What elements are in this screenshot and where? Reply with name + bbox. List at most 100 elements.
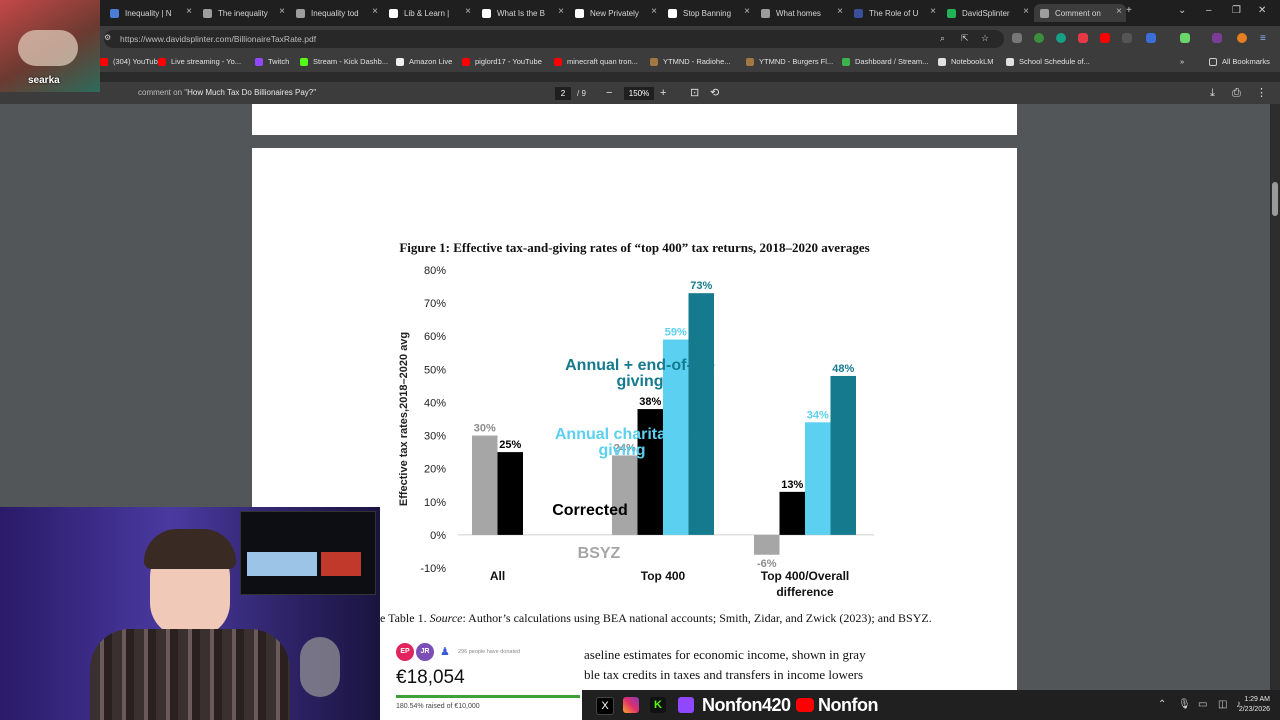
- source-text: : Author’s calculations using BEA nation…: [462, 611, 932, 625]
- bookmark-item[interactable]: Twitch: [255, 57, 289, 66]
- donor-count: 296 people have donated: [458, 649, 521, 655]
- bookmark-item[interactable]: School Schedule of...: [1006, 57, 1090, 66]
- close-tab-icon[interactable]: ×: [651, 6, 657, 17]
- close-tab-icon[interactable]: ×: [930, 6, 936, 17]
- series-label: giving: [616, 373, 663, 390]
- browser-tab[interactable]: The inequality ×: [197, 4, 289, 22]
- print-icon[interactable]: ⎙: [1232, 87, 1241, 99]
- close-tab-icon[interactable]: ×: [279, 6, 285, 17]
- bookmark-item[interactable]: NotebookLM: [938, 57, 994, 66]
- extensions-puzzle-icon[interactable]: [1146, 33, 1156, 43]
- close-tab-icon[interactable]: ×: [744, 6, 750, 17]
- close-tab-icon[interactable]: ×: [186, 6, 192, 17]
- y-tick-label: 50%: [424, 364, 446, 376]
- bookmark-item[interactable]: YTMND - Radiohe...: [650, 57, 731, 66]
- browser-tab[interactable]: The Role of U ×: [848, 4, 940, 22]
- bar: [830, 375, 856, 535]
- kick-icon[interactable]: K: [650, 697, 666, 713]
- avatar-figure: [18, 30, 78, 66]
- extension-icon[interactable]: [1122, 33, 1132, 43]
- page-number-input[interactable]: 2: [555, 87, 571, 100]
- rotate-icon[interactable]: ⟲: [710, 87, 720, 99]
- tab-search-button[interactable]: ⌄: [1178, 5, 1187, 16]
- maximize-button[interactable]: ❐: [1232, 5, 1241, 16]
- fit-page-icon[interactable]: ⊡: [690, 87, 700, 99]
- bookmark-label: NotebookLM: [951, 57, 994, 66]
- bookmark-label: piglord17 - YouTube: [475, 57, 542, 66]
- extension-icon[interactable]: [1034, 33, 1044, 43]
- x-icon[interactable]: X: [596, 697, 614, 715]
- labs-flask-icon[interactable]: [1180, 33, 1190, 43]
- previous-page: [252, 104, 1017, 135]
- close-tab-icon[interactable]: ×: [465, 6, 471, 17]
- scrollbar-thumb[interactable]: [1272, 182, 1278, 216]
- download-icon[interactable]: ⤓: [1210, 87, 1215, 99]
- zoom-in-button[interactable]: +: [660, 87, 667, 99]
- browser-tab[interactable]: New Privately ×: [569, 4, 661, 22]
- new-tab-button[interactable]: +: [1126, 5, 1132, 16]
- browser-tab[interactable]: What homes ×: [755, 4, 847, 22]
- browser-tab[interactable]: Inequality tod ×: [290, 4, 382, 22]
- bar: [612, 455, 638, 535]
- microphone-icon[interactable]: 🎙: [1178, 699, 1191, 710]
- more-options-icon[interactable]: ⋮: [1256, 87, 1267, 99]
- instagram-icon[interactable]: [623, 697, 639, 713]
- bookmark-item[interactable]: Stream - Kick Dashb...: [300, 57, 388, 66]
- browser-tab[interactable]: Stop Banning ×: [662, 4, 754, 22]
- browser-tab[interactable]: Lib & Learn | ×: [383, 4, 475, 22]
- url-input[interactable]: https://www.davidsplinter.com/Billionair…: [104, 30, 1004, 48]
- data-label: 34%: [807, 409, 829, 421]
- bookmark-item[interactable]: piglord17 - YouTube: [462, 57, 542, 66]
- profile-avatar[interactable]: [1237, 33, 1247, 43]
- network-icon[interactable]: ◫: [1218, 699, 1228, 710]
- background-figure: [300, 637, 340, 697]
- extension-icon[interactable]: [1212, 33, 1222, 43]
- extension-icon[interactable]: [1012, 33, 1022, 43]
- figure-title: Figure 1: Effective tax-and-giving rates…: [399, 240, 870, 255]
- pdf-scrollbar[interactable]: [1270, 104, 1280, 720]
- display-icon[interactable]: ▭: [1198, 699, 1208, 710]
- bookmark-item[interactable]: Amazon Live: [396, 57, 452, 66]
- browser-tab[interactable]: DavidSplinter ×: [941, 4, 1033, 22]
- webcam-overlay: [0, 507, 380, 720]
- bookmark-star-icon[interactable]: ☆: [981, 33, 990, 43]
- bookmark-label: YTMND - Burgers Fl...: [759, 57, 834, 66]
- share-icon[interactable]: ⇱: [961, 33, 969, 43]
- zoom-icon[interactable]: ⌕: [940, 33, 946, 43]
- minimize-button[interactable]: –: [1206, 5, 1212, 16]
- bookmark-favicon-icon: [158, 57, 166, 66]
- bookmarks-overflow-icon[interactable]: »: [1180, 57, 1185, 66]
- tray-overflow-icon[interactable]: ⌃: [1158, 699, 1167, 710]
- zoom-input[interactable]: 150%: [624, 87, 654, 100]
- browser-tab[interactable]: What Is the B ×: [476, 4, 568, 22]
- clock-time: 1:29 AM: [1244, 696, 1270, 703]
- twitch-icon[interactable]: [678, 697, 694, 713]
- category-label: difference: [776, 585, 834, 596]
- close-window-button[interactable]: ✕: [1258, 5, 1267, 16]
- taskbar-clock[interactable]: 1:29 AM 2/23/2026: [1239, 695, 1270, 715]
- close-tab-icon[interactable]: ×: [1023, 6, 1029, 17]
- zoom-out-button[interactable]: −: [606, 87, 613, 99]
- close-tab-icon[interactable]: ×: [837, 6, 843, 17]
- category-label: Top 400/Overall: [761, 569, 849, 583]
- extension-icon[interactable]: [1078, 33, 1088, 43]
- browser-tab[interactable]: Inequality | N ×: [104, 4, 196, 22]
- extension-icon[interactable]: [1056, 33, 1066, 43]
- close-tab-icon[interactable]: ×: [1116, 6, 1122, 17]
- bookmark-item[interactable]: Live streaming - Yo...: [158, 57, 241, 66]
- bookmark-item[interactable]: Dashboard / Stream...: [842, 57, 928, 66]
- youtube-icon[interactable]: [796, 698, 814, 712]
- tab-favicon-icon: [110, 8, 119, 18]
- bookmark-item[interactable]: YTMND - Burgers Fl...: [746, 57, 833, 66]
- youtube-extension-icon[interactable]: [1100, 33, 1110, 43]
- volume-icon[interactable]: ♪: [1236, 699, 1241, 710]
- bookmark-item[interactable]: minecraft quan tron...: [554, 57, 638, 66]
- all-bookmarks-button[interactable]: All Bookmarks: [1209, 57, 1270, 66]
- site-info-icon[interactable]: ⚙: [104, 33, 112, 42]
- menu-icon[interactable]: ≡: [1260, 33, 1266, 44]
- bookmark-item[interactable]: (304) YouTube: [100, 57, 162, 66]
- close-tab-icon[interactable]: ×: [558, 6, 564, 17]
- browser-tab[interactable]: Comment on ×: [1034, 4, 1126, 22]
- bookmark-label: School Schedule of...: [1019, 57, 1090, 66]
- close-tab-icon[interactable]: ×: [372, 6, 378, 17]
